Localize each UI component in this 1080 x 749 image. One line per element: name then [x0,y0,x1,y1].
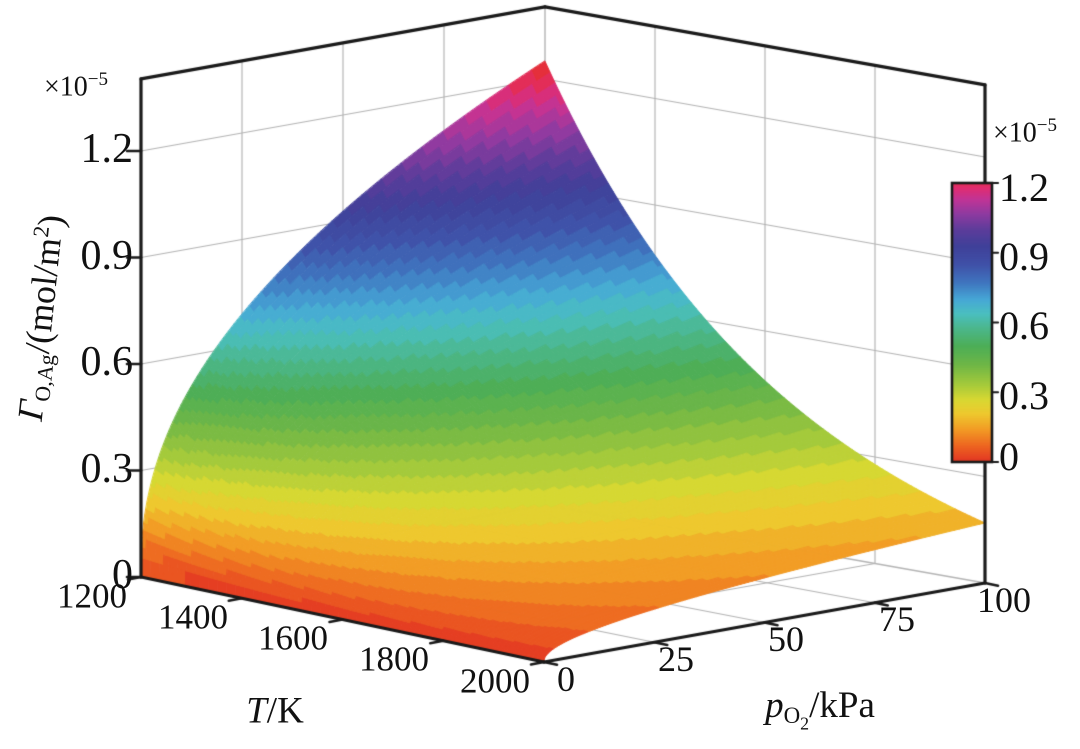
surface-plot-canvas [0,0,1080,749]
figure-3d-surface-plot: ×10−5 ×10−5 T/K pO2/kPa ΓO,Ag/(mol/m2) 0… [0,0,1080,749]
